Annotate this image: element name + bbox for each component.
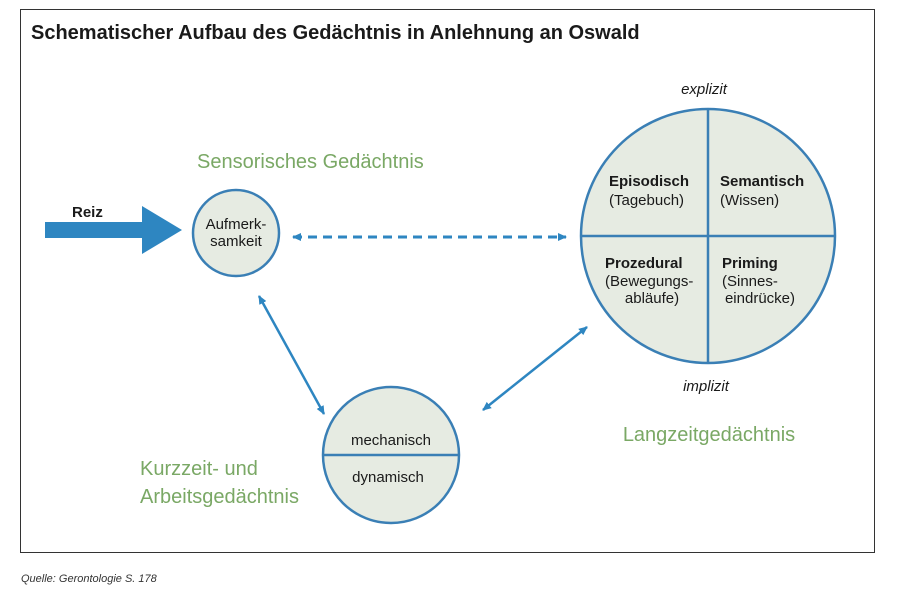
episodic-sub: (Tagebuch)	[609, 192, 684, 209]
sensory-shortterm-arrow	[257, 295, 326, 415]
diagram-frame	[20, 9, 875, 553]
shortterm-longterm-arrow	[482, 326, 588, 411]
priming-sub1: (Sinnes-	[722, 273, 778, 290]
explicit-label: explizit	[681, 81, 728, 98]
semantic-sub: (Wissen)	[720, 192, 779, 209]
reiz-label: Reiz	[72, 204, 103, 221]
procedural-sub1: (Bewegungs-	[605, 273, 693, 290]
sensory-content-line2: samkeit	[210, 233, 263, 250]
short-term-top-label: mechanisch	[351, 432, 431, 449]
procedural-sub2: abläufe)	[625, 290, 679, 307]
source-caption: Quelle: Gerontologie S. 178	[21, 573, 157, 585]
sensory-memory-label: Sensorisches Gedächtnis	[197, 151, 424, 173]
short-term-memory-label-line2: Arbeitsgedächtnis	[140, 486, 299, 508]
implicit-label: implizit	[683, 378, 730, 395]
priming-sub2: eindrücke)	[725, 290, 795, 307]
procedural-title: Prozedural	[605, 255, 683, 272]
diagram-title: Schematischer Aufbau des Gedächtnis in A…	[31, 22, 640, 44]
short-term-memory-label-line1: Kurzzeit- und	[140, 458, 258, 480]
priming-title: Priming	[722, 255, 778, 272]
sensory-memory-circle	[191, 188, 281, 278]
long-term-memory-label: Langzeitgedächtnis	[623, 424, 795, 446]
short-term-bottom-label: dynamisch	[352, 469, 424, 486]
semantic-title: Semantisch	[720, 173, 804, 190]
reiz-arrow	[45, 206, 182, 254]
sensory-content-line1: Aufmerk-	[206, 216, 267, 233]
episodic-title: Episodisch	[609, 173, 689, 190]
